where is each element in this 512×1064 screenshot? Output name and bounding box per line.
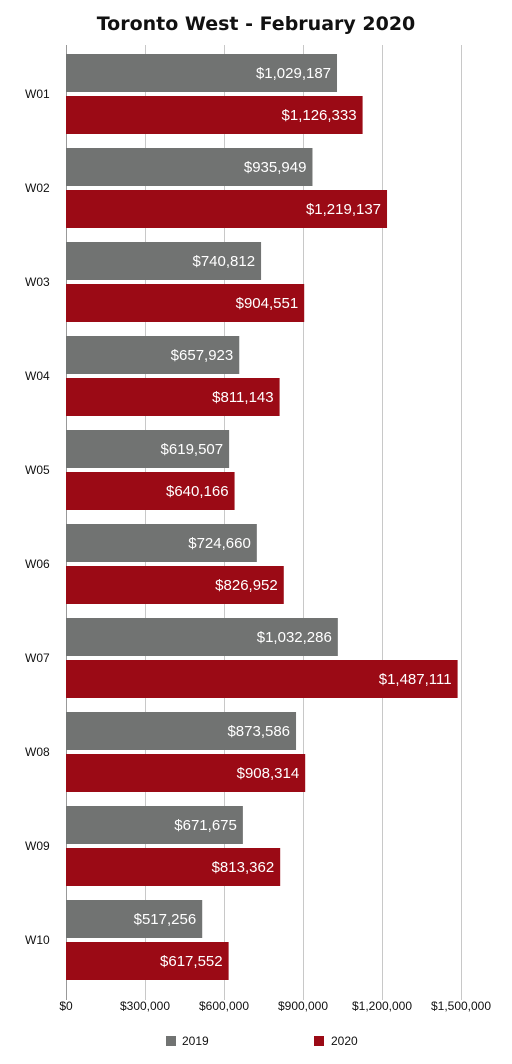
data-label: $1,032,286 (257, 629, 332, 646)
data-label: $657,923 (171, 347, 234, 364)
tick-label: $300,000 (120, 999, 170, 1013)
data-label: $873,586 (227, 723, 290, 740)
bar-2020-w02 (66, 190, 388, 228)
legend-label: 2019 (182, 1034, 209, 1048)
data-label: $740,812 (193, 253, 256, 270)
x-axis-ticks: $0 $300,000 $600,000 $900,000 $1,200,000 $1,5… (59, 999, 491, 1013)
data-label: $1,126,333 (282, 107, 357, 124)
bar-2019-w10 (66, 900, 203, 938)
category-labels: W01 W02 W03 W04 W05 W06 W07 W08 W09 W10 (25, 87, 50, 947)
tick-label: $1,200,000 (352, 999, 412, 1013)
tick-label: $900,000 (278, 999, 328, 1013)
data-label: $908,314 (237, 765, 300, 782)
data-label: $617,552 (160, 953, 223, 970)
data-label: $813,362 (212, 859, 275, 876)
bar-2019-w02 (66, 148, 313, 186)
category-label: W03 (25, 275, 50, 289)
bar-2020-w04 (66, 378, 280, 416)
legend-swatch-2020 (314, 1036, 324, 1046)
category-label: W05 (25, 463, 50, 477)
data-label: $811,143 (212, 389, 273, 406)
category-label: W09 (25, 839, 50, 853)
bar-2020-w10 (66, 942, 229, 980)
data-label: $640,166 (166, 483, 229, 500)
category-label: W06 (25, 557, 50, 571)
data-label: $671,675 (174, 817, 237, 834)
bar-2020-w07 (66, 660, 458, 698)
bar-2019-w08 (66, 712, 297, 750)
category-label: W08 (25, 745, 50, 759)
tick-label: $1,500,000 (431, 999, 491, 1013)
bar-2019-w09 (66, 806, 243, 844)
legend-label: 2020 (331, 1034, 358, 1048)
data-label: $517,256 (134, 911, 197, 928)
bar-2020-w06 (66, 566, 284, 604)
data-label: $935,949 (244, 159, 307, 176)
data-label: $1,029,187 (256, 65, 331, 82)
category-label: W10 (25, 933, 50, 947)
bar-2019-w01 (66, 54, 338, 92)
bars: $1,029,187 $1,126,333 $935,949 $1,219,137 $7… (66, 54, 458, 980)
data-label: $826,952 (215, 577, 278, 594)
data-label: $1,487,111 (379, 671, 452, 688)
bar-2020-w09 (66, 848, 281, 886)
legend-swatch-2019 (166, 1036, 176, 1046)
bar-2020-w01 (66, 96, 363, 134)
tick-label: $0 (59, 999, 73, 1013)
legend: 2019 2020 (166, 1034, 358, 1048)
chart-title: Toronto West - February 2020 (97, 13, 416, 35)
data-label: $904,551 (236, 295, 299, 312)
bar-2019-w05 (66, 430, 230, 468)
category-label: W07 (25, 651, 50, 665)
bar-2020-w03 (66, 284, 305, 322)
bar-2019-w04 (66, 336, 240, 374)
data-label: $724,660 (188, 535, 251, 552)
bar-2019-w03 (66, 242, 262, 280)
bar-2020-w08 (66, 754, 306, 792)
data-label: $1,219,137 (306, 201, 381, 218)
bar-2020-w05 (66, 472, 235, 510)
data-label: $619,507 (161, 441, 224, 458)
category-label: W02 (25, 181, 50, 195)
bar-2019-w06 (66, 524, 257, 562)
bar-2019-w07 (66, 618, 338, 656)
tick-label: $600,000 (199, 999, 249, 1013)
category-label: W01 (25, 87, 50, 101)
category-label: W04 (25, 369, 50, 383)
